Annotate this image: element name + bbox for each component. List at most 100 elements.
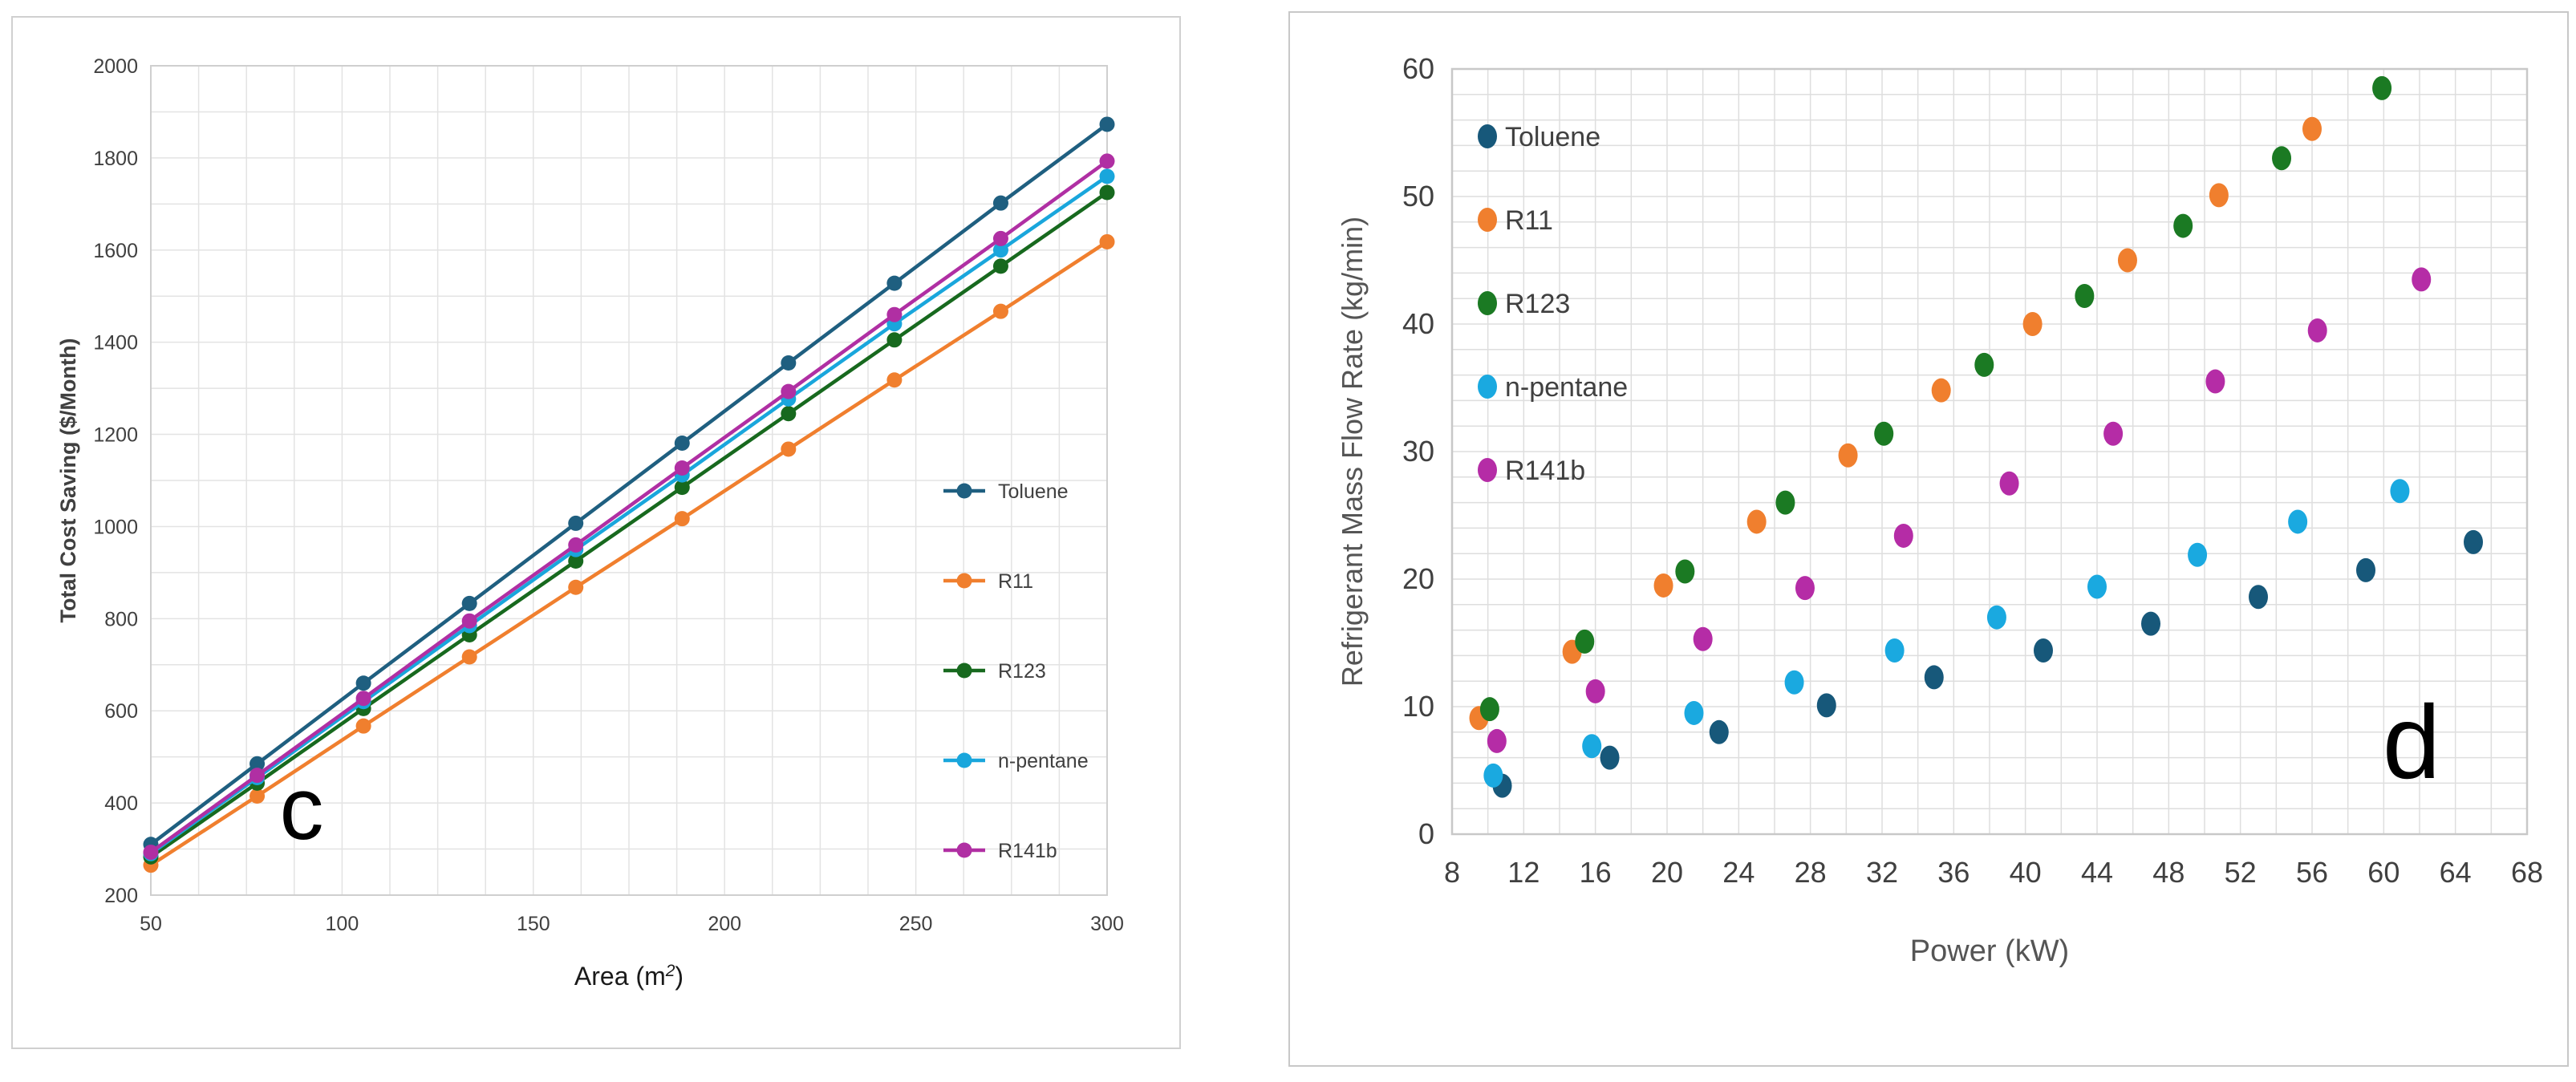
- chart-c-legend-marker: [956, 483, 972, 499]
- chart-d-legend-label: n-pentane: [1505, 372, 1628, 403]
- chart-c-x-tick-label: 200: [708, 913, 741, 935]
- chart-d-data-point: [2034, 638, 2053, 663]
- chart-d-legend-marker: [1478, 124, 1497, 148]
- chart-panel-c: 50 100 150 200 250 300 200 400 600 800 1000 1200 140…: [11, 16, 1181, 1049]
- chart-d-legend-label: R141b: [1505, 456, 1585, 486]
- chart-c-data-point: [568, 515, 584, 531]
- chart-c-legend-label: R123: [998, 660, 1046, 683]
- chart-c-legend-label: Toluene: [998, 480, 1069, 503]
- chart-c-series-line: [149, 160, 1109, 854]
- chart-c-y-tick-label: 400: [104, 792, 138, 815]
- chart-d-data-point: [1999, 471, 2019, 496]
- chart-c-data-point: [992, 258, 1008, 274]
- chart-d-legend-label: Toluene: [1505, 122, 1600, 152]
- chart-d-grid: [1451, 68, 2528, 835]
- chart-d-series-r123: [1479, 75, 2392, 722]
- chart-c-data-point: [1099, 184, 1115, 201]
- chart-c-data-point: [249, 756, 266, 772]
- chart-d-series-r11: [1469, 116, 2322, 731]
- chart-d-data-point: [1600, 745, 1620, 770]
- chart-d-x-tick-label: 28: [1795, 856, 1827, 889]
- chart-d-x-tick-label: 64: [2440, 856, 2472, 889]
- chart-c-x-axis-title-text: Area (m: [574, 962, 666, 991]
- chart-d-x-tick-label: 48: [2152, 856, 2185, 889]
- chart-d-data-point: [1709, 719, 1729, 744]
- chart-d-legend-entry: R141b: [1478, 456, 1585, 486]
- chart-c-legend-entry: R11: [943, 570, 1033, 593]
- chart-c-data-point: [992, 195, 1008, 211]
- chart-d-data-point: [2356, 557, 2375, 582]
- chart-d-data-point: [2307, 318, 2327, 342]
- chart-d-y-tick-label: 30: [1402, 435, 1434, 468]
- chart-d-data-point: [2205, 369, 2225, 394]
- chart-d-data-point: [2173, 213, 2193, 238]
- chart-c-legend-marker: [956, 573, 972, 589]
- chart-c-data-point: [355, 718, 371, 734]
- chart-c-legend-marker: [956, 663, 972, 679]
- chart-d-x-tick-label: 32: [1866, 856, 1898, 889]
- chart-d-x-tick-label: 24: [1722, 856, 1755, 889]
- chart-c-legend-entry: R141b: [943, 840, 1057, 862]
- chart-c-data-point: [781, 383, 797, 399]
- chart-c-series-line: [149, 123, 1109, 846]
- chart-d-data-point: [1575, 629, 1595, 654]
- chart-d-data-point: [2412, 267, 2432, 292]
- chart-d-x-tick-label: 12: [1507, 856, 1540, 889]
- chart-c-legend-label: n-pentane: [998, 750, 1089, 772]
- chart-c-x-axis-title: Area (m2): [574, 962, 684, 991]
- chart-d-x-tick-label: 44: [2081, 856, 2113, 889]
- chart-c-y-tick-label: 1800: [93, 148, 138, 170]
- chart-c-y-tick-label: 600: [104, 700, 138, 723]
- chart-c-series-toluene: [143, 116, 1115, 853]
- chart-d-x-tick-label: 20: [1651, 856, 1683, 889]
- chart-d-data-point: [2188, 542, 2208, 567]
- chart-c-data-point: [568, 553, 584, 569]
- chart-c-data-point: [886, 372, 903, 388]
- chart-d-legend-entry: R11: [1478, 205, 1553, 236]
- chart-c-data-point: [992, 303, 1008, 319]
- chart-d-data-point: [1582, 734, 1602, 759]
- chart-d-data-point: [1784, 670, 1804, 695]
- chart-d-data-point: [1746, 509, 1767, 534]
- chart-c-x-tick-label: 250: [899, 913, 933, 935]
- chart-c-data-point: [781, 355, 797, 371]
- chart-d-data-point: [1487, 728, 1507, 753]
- chart-d-data-point: [1483, 763, 1503, 788]
- chart-c-x-tick-label: 100: [326, 913, 359, 935]
- chart-c-data-point: [674, 460, 690, 476]
- chart-c-data-point: [355, 691, 371, 707]
- chart-d-x-tick-label: 60: [2367, 856, 2400, 889]
- chart-d-data-point: [2209, 183, 2229, 208]
- chart-d-x-tick-label: 52: [2225, 856, 2257, 889]
- chart-d-x-tick-label: 8: [1444, 856, 1460, 889]
- chart-d-legend-marker: [1478, 458, 1497, 482]
- chart-d-data-point: [1838, 443, 1858, 468]
- chart-d-x-tick-label: 36: [1937, 856, 1970, 889]
- chart-c-x-tick-label: 300: [1090, 913, 1124, 935]
- chart-d-data-point: [1775, 490, 1795, 515]
- chart-c-data-point: [992, 242, 1008, 258]
- chart-c-legend-marker: [956, 842, 972, 858]
- chart-c-y-tick-label: 200: [104, 885, 138, 907]
- chart-d-y-tick-label: 20: [1402, 562, 1434, 595]
- chart-d-y-tick-label: 40: [1402, 307, 1434, 340]
- chart-d-legend-label: R123: [1505, 289, 1570, 319]
- chart-d-series-r141b: [1487, 267, 2432, 753]
- chart-d-panel-letter: d: [2383, 683, 2440, 800]
- chart-d-data-point: [2302, 116, 2322, 141]
- chart-c-series-r141b: [143, 153, 1115, 861]
- chart-d-data-point: [1884, 638, 1905, 663]
- chart-d-data-point: [2087, 574, 2107, 599]
- chart-c-legend-label: R11: [998, 570, 1033, 593]
- chart-d-y-tick-label: 60: [1402, 52, 1434, 85]
- chart-c-y-tick-label: 1200: [93, 424, 138, 447]
- chart-c-data-point: [674, 435, 690, 451]
- chart-d-data-point: [1684, 700, 1704, 725]
- chart-d-data-point: [2249, 585, 2268, 610]
- chart-d-data-point: [1693, 626, 1713, 651]
- chart-c-data-point: [886, 306, 903, 322]
- chart-d-x-tick-label: 16: [1580, 856, 1612, 889]
- chart-d-data-point: [1874, 421, 1894, 446]
- chart-c-series-r11: [143, 233, 1115, 873]
- chart-c-data-point: [1099, 168, 1115, 184]
